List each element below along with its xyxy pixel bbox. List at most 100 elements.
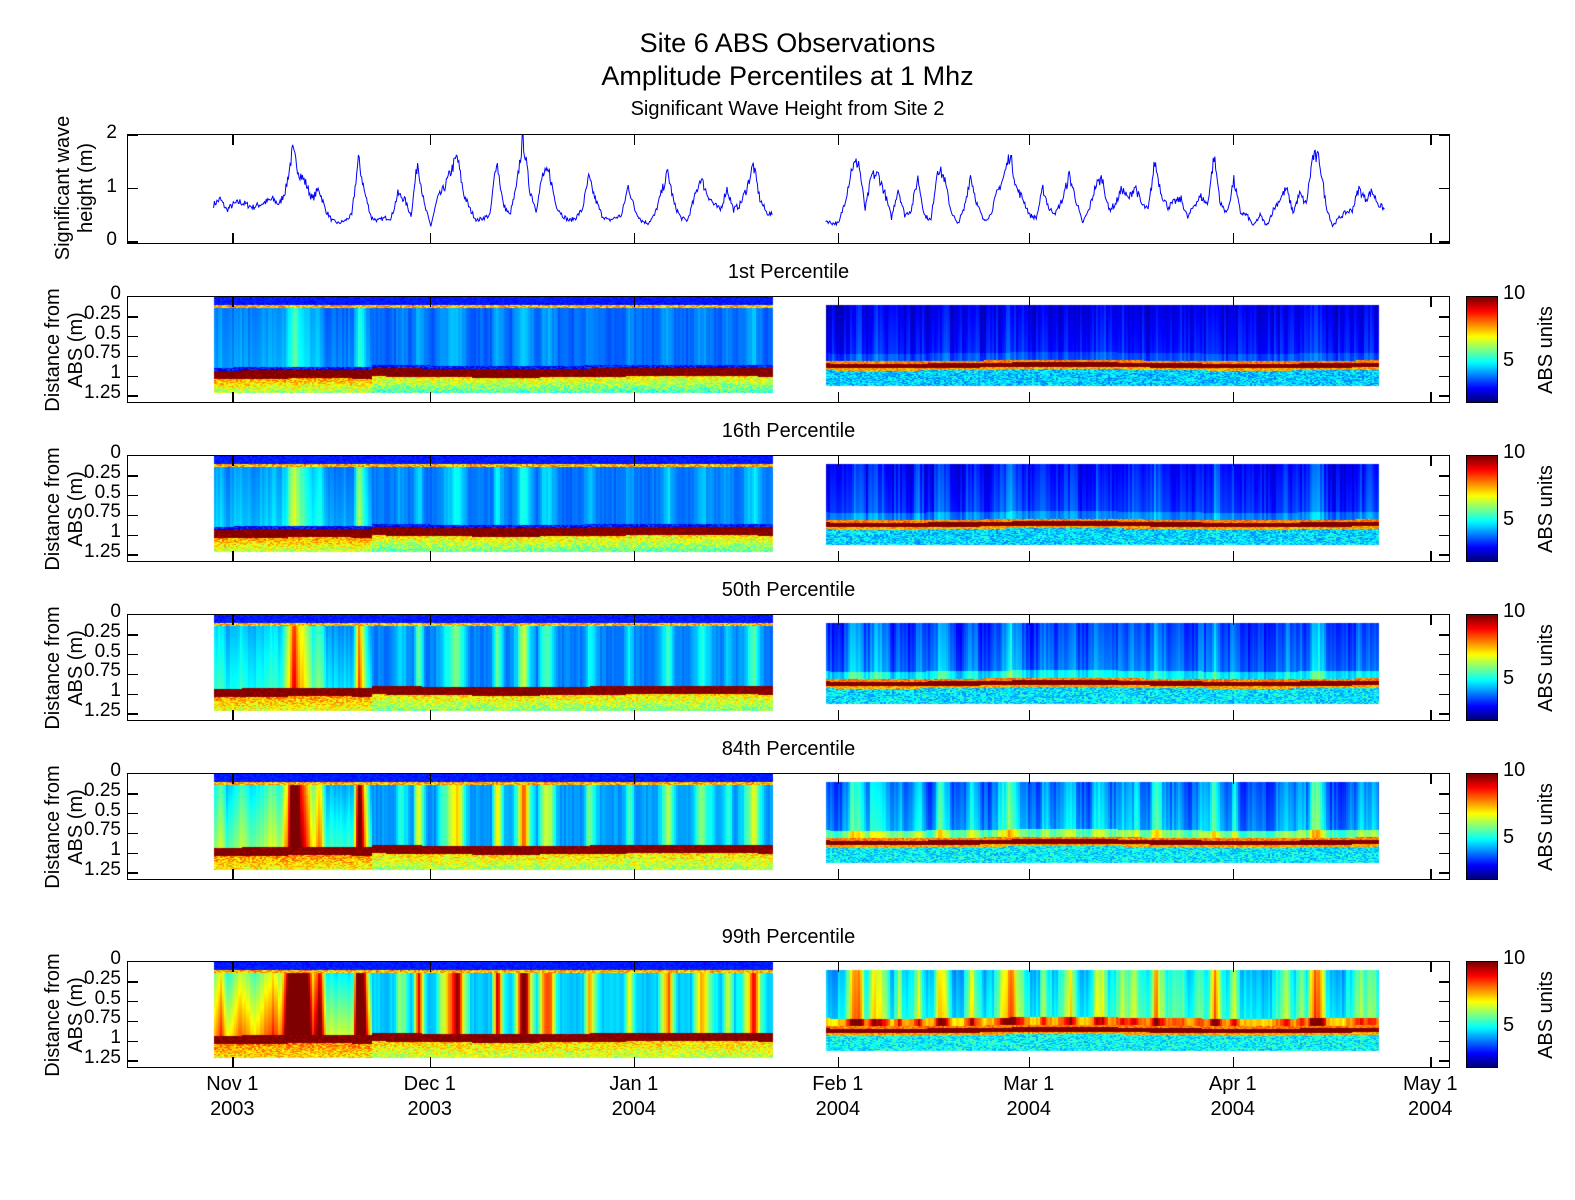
- heatmap-image-84: [128, 774, 1448, 878]
- y-tick-mark: [128, 494, 138, 497]
- colorbar-tick-label: 5: [1503, 507, 1515, 530]
- y-tick-mark: [128, 812, 138, 815]
- y-tick-label: 0.5: [94, 322, 121, 344]
- y-tick-mark: [128, 981, 138, 983]
- x-tick-mark: [837, 456, 840, 466]
- x-tick-mark: [633, 297, 636, 307]
- y-tick-label: 1: [110, 680, 121, 702]
- x-tick-mark: [633, 962, 636, 972]
- y-tick-label: 1.25: [84, 541, 121, 563]
- x-tick-mark: [837, 297, 840, 307]
- x-tick-mark: [633, 135, 636, 145]
- x-tick-year: 2004: [815, 1098, 861, 1120]
- heatmap-image-1: [128, 297, 1448, 401]
- y-tick-mark: [128, 187, 138, 190]
- x-tick-mark: [232, 233, 234, 243]
- y-tick-mark: [1439, 1060, 1449, 1062]
- x-tick-mark: [1232, 774, 1235, 784]
- panel-title: 84th Percentile: [721, 738, 856, 760]
- y-tick-label: 1: [110, 1027, 121, 1049]
- y-tick-label: 0.5: [94, 987, 121, 1009]
- y-tick-mark: [1439, 673, 1449, 676]
- x-tick-mark: [1028, 962, 1031, 972]
- colorbar-tick-label: 5: [1503, 1013, 1515, 1036]
- y-tick-mark: [128, 1020, 138, 1023]
- x-tick-mark: [429, 233, 432, 243]
- colorbar-gradient: [1467, 615, 1497, 720]
- y-tick-mark: [128, 1040, 138, 1042]
- x-tick-mark: [232, 135, 234, 145]
- x-tick-mark: [1028, 456, 1031, 466]
- colorbar-tick-label: 5: [1503, 348, 1515, 371]
- x-tick-mark: [1232, 962, 1235, 972]
- y-tick-label: 1.25: [84, 1047, 121, 1069]
- y-tick-mark: [128, 534, 138, 536]
- y-tick-label: 1: [110, 839, 121, 861]
- x-tick-label: Jan 1 2004: [584, 1072, 684, 1122]
- y-tick-mark: [1439, 981, 1449, 983]
- colorbar-tick-label: 10: [1503, 282, 1526, 304]
- x-tick-month: Apr 1: [1208, 1073, 1257, 1095]
- colorbar-gradient: [1467, 962, 1497, 1067]
- x-tick-label: Nov 1 2003: [182, 1072, 282, 1122]
- colorbar-label: ABS units: [1535, 305, 1557, 394]
- y-tick-mark: [1439, 494, 1449, 497]
- colorbar-tick-label: 10: [1503, 441, 1526, 463]
- x-tick-mark: [429, 869, 432, 879]
- x-tick-month: Jan 1: [609, 1073, 659, 1095]
- y-tick-label: 0: [110, 948, 121, 969]
- y-tick-label: 0: [110, 283, 121, 304]
- x-tick-year: 2004: [1210, 1098, 1256, 1120]
- x-tick-mark: [633, 233, 636, 243]
- y-tick-mark: [128, 653, 138, 656]
- x-tick-year: 2003: [407, 1098, 453, 1120]
- x-tick-mark: [1232, 456, 1235, 466]
- colorbar-tick-label: 10: [1503, 947, 1526, 969]
- x-tick-mark: [232, 297, 234, 307]
- x-tick-mark: [429, 710, 432, 720]
- x-tick-mark: [429, 962, 432, 972]
- y-tick-label: 0.75: [84, 819, 121, 841]
- heatmap-image-16: [128, 456, 1448, 560]
- x-tick-mark: [633, 710, 636, 720]
- y-tick-mark: [128, 514, 138, 517]
- y-tick-mark: [1439, 554, 1449, 556]
- x-tick-mark: [633, 392, 636, 402]
- x-tick-month: Nov 1: [206, 1073, 259, 1095]
- colorbar-gradient: [1467, 774, 1497, 879]
- y-tick-mark: [1439, 335, 1449, 338]
- x-tick-mark: [232, 392, 234, 402]
- x-tick-mark: [633, 774, 636, 784]
- y-tick-mark: [1439, 812, 1449, 815]
- y-tick-label: 0.75: [84, 342, 121, 364]
- x-tick-mark: [1430, 869, 1432, 879]
- x-tick-mark: [429, 1057, 432, 1067]
- y-tick-label: 0.25: [84, 302, 121, 324]
- colorbar-label: ABS units: [1535, 623, 1557, 712]
- x-tick-mark: [633, 615, 636, 625]
- x-tick-mark: [1430, 551, 1432, 561]
- x-tick-mark: [837, 392, 840, 402]
- x-tick-mark: [1430, 135, 1432, 145]
- x-tick-mark: [837, 615, 840, 625]
- heatmap-axes-99: [127, 961, 1450, 1068]
- heatmap-axes-84: [127, 773, 1450, 880]
- y-tick-label: 1: [110, 521, 121, 543]
- x-tick-mark: [1028, 774, 1031, 784]
- x-tick-mark: [232, 456, 234, 466]
- y-tick-label: 0.25: [84, 779, 121, 801]
- y-tick-mark: [1439, 355, 1449, 358]
- y-tick-label: 2: [106, 122, 117, 143]
- x-tick-mark: [232, 551, 234, 561]
- y-tick-mark: [1439, 1040, 1449, 1042]
- y-tick-mark: [128, 852, 138, 854]
- colorbar-gradient: [1467, 456, 1497, 561]
- y-tick-mark: [128, 355, 138, 358]
- x-tick-month: Dec 1: [403, 1073, 456, 1095]
- heatmap-image-99: [128, 962, 1448, 1066]
- colorbar-label: ABS units: [1535, 464, 1557, 553]
- colorbar-tick-label: 5: [1503, 666, 1515, 689]
- y-tick-label: 0.75: [84, 660, 121, 682]
- colorbar-label: ABS units: [1535, 782, 1557, 871]
- x-tick-label: May 1 2004: [1380, 1072, 1480, 1122]
